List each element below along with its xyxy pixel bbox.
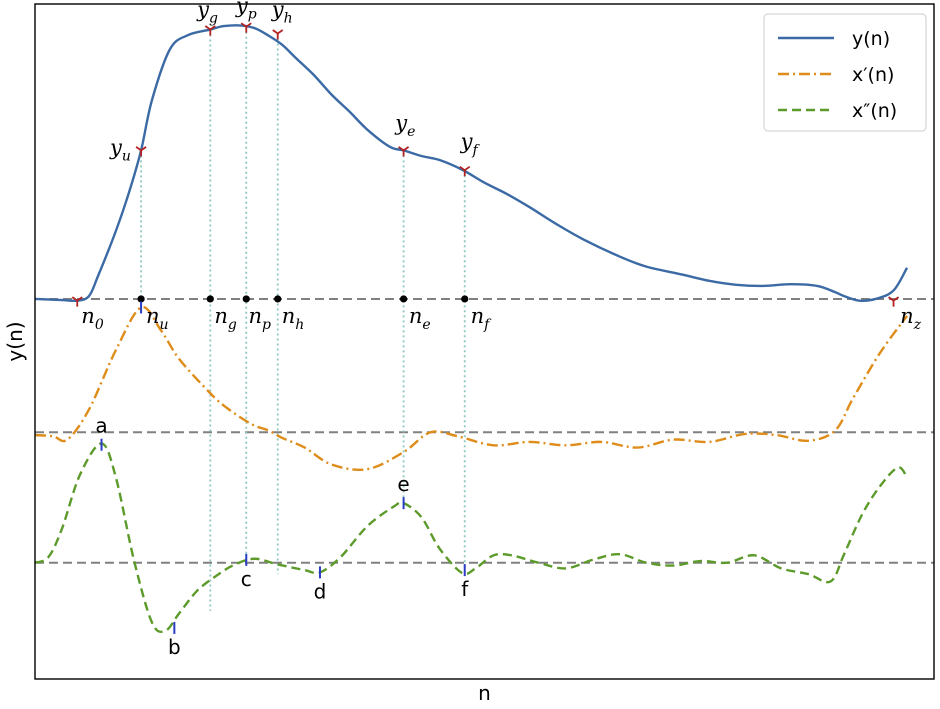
- point-letter-label: a: [95, 414, 107, 438]
- tri-marker: [240, 22, 252, 33]
- tri-marker: [204, 25, 216, 36]
- tri-marker: [135, 146, 147, 157]
- series-x-double-prime-line: [34, 442, 909, 634]
- tri-marker: [71, 296, 83, 307]
- x-axis-label: n: [478, 681, 491, 705]
- n-label: nz: [900, 304, 922, 333]
- tri-marker: [888, 296, 900, 307]
- legend-label-x-prime: x′(n): [852, 64, 894, 86]
- baseline-dot: [461, 295, 469, 303]
- n-label: ng: [214, 304, 237, 333]
- baseline-dot: [399, 295, 408, 303]
- marker-stroke: [272, 29, 279, 35]
- point-letter-label: d: [314, 579, 327, 603]
- marker-stroke: [464, 165, 471, 171]
- point-letter-label: b: [168, 635, 181, 659]
- y-point-label: yh: [271, 0, 293, 27]
- marker-stroke: [398, 146, 405, 152]
- series-y-line: [34, 24, 909, 303]
- baseline-dot: [242, 295, 250, 303]
- n-label: nu: [146, 304, 169, 333]
- y-point-label: yf: [460, 130, 481, 159]
- baseline-dot: [206, 295, 214, 303]
- point-letter-label: e: [397, 472, 409, 496]
- y-point-label: yu: [109, 135, 131, 164]
- legend: y(n) x′(n) x″(n): [763, 13, 927, 132]
- n-label: np: [249, 304, 272, 333]
- tri-marker: [272, 29, 284, 40]
- y-point-label: ye: [394, 111, 415, 140]
- n-label: n0: [81, 304, 104, 333]
- point-letter-label: f: [461, 577, 469, 601]
- tri-marker: [459, 165, 471, 177]
- marker-stroke: [71, 296, 78, 302]
- legend-box: [763, 13, 927, 132]
- guide-lines: [140, 26, 466, 611]
- marker-stroke: [277, 29, 284, 35]
- marker-stroke: [209, 25, 216, 31]
- marker-stroke: [76, 296, 83, 302]
- tri-marker: [398, 146, 410, 157]
- marker-stroke: [245, 22, 252, 28]
- marker-stroke: [459, 165, 466, 171]
- point-letter-label: c: [241, 567, 252, 591]
- marker-stroke: [240, 22, 247, 28]
- n-label: ne: [409, 304, 431, 333]
- legend-label-x-double-prime: x″(n): [852, 100, 897, 122]
- marker-stroke: [204, 25, 211, 31]
- legend-label-y: y(n): [852, 28, 890, 50]
- marker-stroke: [888, 296, 895, 302]
- marker-stroke: [893, 296, 900, 302]
- marker-stroke: [140, 146, 147, 152]
- series-x-prime-line: [34, 305, 908, 472]
- marker-stroke: [403, 146, 410, 152]
- plot-frame: [34, 3, 935, 680]
- baseline-dot: [137, 295, 145, 303]
- marker-stroke: [135, 146, 142, 152]
- y-point-label: yg: [196, 0, 218, 27]
- point-markers: [71, 22, 900, 634]
- baseline-dot: [274, 295, 282, 303]
- n-label: nh: [282, 304, 305, 333]
- n-label: nf: [471, 304, 493, 333]
- y-axis-label: y(n): [3, 321, 27, 361]
- baselines: [35, 297, 934, 564]
- series-lines: [34, 24, 909, 634]
